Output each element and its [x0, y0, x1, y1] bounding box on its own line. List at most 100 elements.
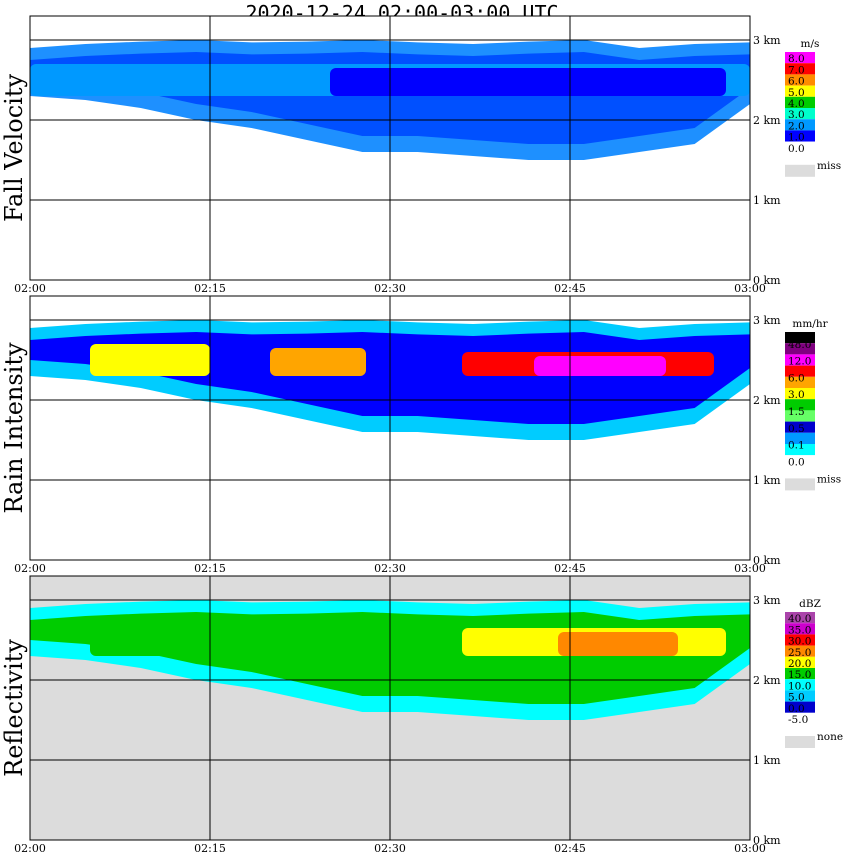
- colorbar-swatch: [785, 376, 815, 388]
- colorbar-swatch: [785, 119, 815, 131]
- colorbar-label: 30.0: [788, 636, 811, 648]
- colorbar-label: 7.0: [788, 64, 805, 76]
- y-tick-label: 2 km: [753, 394, 781, 407]
- y-tick-label: 0 km: [753, 834, 781, 847]
- x-tick-label: 02:45: [554, 282, 586, 295]
- colorbar-label: 12.0: [788, 356, 811, 368]
- x-tick-label: 02:00: [14, 562, 46, 575]
- y-tick-label: 1 km: [753, 474, 781, 487]
- colorbar-swatch: [785, 108, 815, 120]
- colorbar-swatch: [785, 421, 815, 433]
- colorbar-label: 0.0: [788, 703, 805, 715]
- colorbar-swatch: [785, 455, 815, 467]
- x-tick-label: 02:00: [14, 282, 46, 295]
- panel-0: 02:00 02:15 02:30 02:45 03:000 km 1 km 2 km 3 k…: [0, 15, 841, 295]
- x-tick-label: 02:15: [194, 842, 226, 855]
- colorbar-unit: m/s: [801, 38, 820, 50]
- echo-core: [330, 68, 726, 96]
- echo-core: [90, 624, 390, 656]
- colorbar-label: -5.0: [788, 714, 808, 726]
- y-tick-label: 3 km: [753, 34, 781, 47]
- plot-frame: [29, 15, 751, 281]
- colorbar-swatch: [785, 645, 815, 657]
- echo-core: [558, 632, 678, 656]
- colorbar-unit: dBZ: [799, 598, 821, 610]
- plot-frame: [29, 575, 751, 841]
- colorbar-swatch: [785, 612, 815, 624]
- x-tick-label: 02:15: [194, 562, 226, 575]
- y-tick-label: 2 km: [753, 114, 781, 127]
- colorbar-swatch: [785, 432, 815, 444]
- colorbar-label: 3.0: [788, 109, 805, 121]
- colorbar-label: 40.0: [788, 613, 811, 625]
- colorbar-label: 15.0: [788, 669, 811, 681]
- x-tick-label: 03:00: [734, 282, 766, 295]
- colorbar-label: 48.0: [788, 339, 811, 351]
- x-tick-label: 02:15: [194, 282, 226, 295]
- colorbar-label: 0.5: [788, 423, 805, 435]
- colorbar-label: 1.5: [788, 406, 805, 418]
- colorbar-swatch: [785, 690, 815, 702]
- colorbar-label: 5.0: [788, 87, 805, 99]
- panel-2: 02:00 02:15 02:30 02:45 03:000 km 1 km 2 km 3 k…: [0, 575, 843, 855]
- colorbar-swatch: [785, 52, 815, 64]
- y-tick-label: 3 km: [753, 314, 781, 327]
- colorbar-label: 2.0: [788, 120, 805, 132]
- colorbar-label: 25.0: [788, 647, 811, 659]
- colorbar-swatch: [785, 712, 815, 724]
- x-tick-label: 02:30: [374, 282, 406, 295]
- colorbar-label: 5.0: [788, 692, 805, 704]
- colorbar-swatch: [785, 668, 815, 680]
- colorbar-label: 8.0: [788, 53, 805, 65]
- y-tick-label: 1 km: [753, 754, 781, 767]
- panel-1: 02:00 02:15 02:30 02:45 03:000 km 1 km 2 km 3 k…: [0, 295, 841, 575]
- colorbar-swatch: [785, 96, 815, 108]
- missing-swatch: [785, 478, 815, 491]
- colorbar-label: 1.0: [788, 132, 805, 144]
- missing-label: miss: [817, 160, 841, 172]
- colorbar-swatch: [785, 444, 815, 456]
- colorbar-swatch: [785, 623, 815, 635]
- colorbar-swatch: [785, 399, 815, 411]
- colorbar-swatch: [785, 354, 815, 366]
- colorbar-swatch: [785, 141, 815, 153]
- y-axis-label: Reflectivity: [0, 639, 28, 777]
- colorbar-label: 0.0: [788, 143, 805, 155]
- colorbar-label: 6.0: [788, 372, 805, 384]
- colorbar-label: 4.0: [788, 98, 805, 110]
- missing-label: miss: [817, 473, 841, 485]
- x-tick-label: 03:00: [734, 842, 766, 855]
- echo-core: [90, 344, 210, 376]
- missing-label: none: [817, 731, 843, 743]
- colorbar-swatch: [785, 63, 815, 75]
- colorbar-swatch: [785, 343, 815, 355]
- echo-core: [534, 356, 666, 376]
- colorbar-swatch: [785, 634, 815, 646]
- missing-swatch: [785, 736, 815, 748]
- x-tick-label: 03:00: [734, 562, 766, 575]
- y-axis-label: Rain Intensity: [0, 342, 28, 514]
- x-tick-label: 02:00: [14, 842, 46, 855]
- colorbar-swatch: [785, 679, 815, 691]
- colorbar-label: 35.0: [788, 624, 811, 636]
- colorbar-swatch: [785, 332, 815, 344]
- colorbar-label: 6.0: [788, 76, 805, 88]
- x-tick-label: 02:45: [554, 842, 586, 855]
- y-axis-label: Fall Velocity: [0, 74, 28, 223]
- y-tick-label: 0 km: [753, 274, 781, 287]
- colorbar-swatch: [785, 388, 815, 400]
- colorbar-label: 20.0: [788, 658, 811, 670]
- x-tick-label: 02:30: [374, 562, 406, 575]
- colorbar-label: 0.0: [788, 456, 805, 468]
- colorbar-unit: mm/hr: [792, 318, 828, 330]
- colorbar-swatch: [785, 410, 815, 422]
- colorbar-label: 0.1: [788, 440, 805, 452]
- colorbar-swatch: [785, 365, 815, 377]
- plot-frame: [29, 295, 751, 561]
- colorbar-label: 10.0: [788, 680, 811, 692]
- colorbar-swatch: [785, 130, 815, 142]
- y-tick-label: 1 km: [753, 194, 781, 207]
- colorbar-swatch: [785, 74, 815, 86]
- y-tick-label: 3 km: [753, 594, 781, 607]
- colorbar-swatch: [785, 85, 815, 97]
